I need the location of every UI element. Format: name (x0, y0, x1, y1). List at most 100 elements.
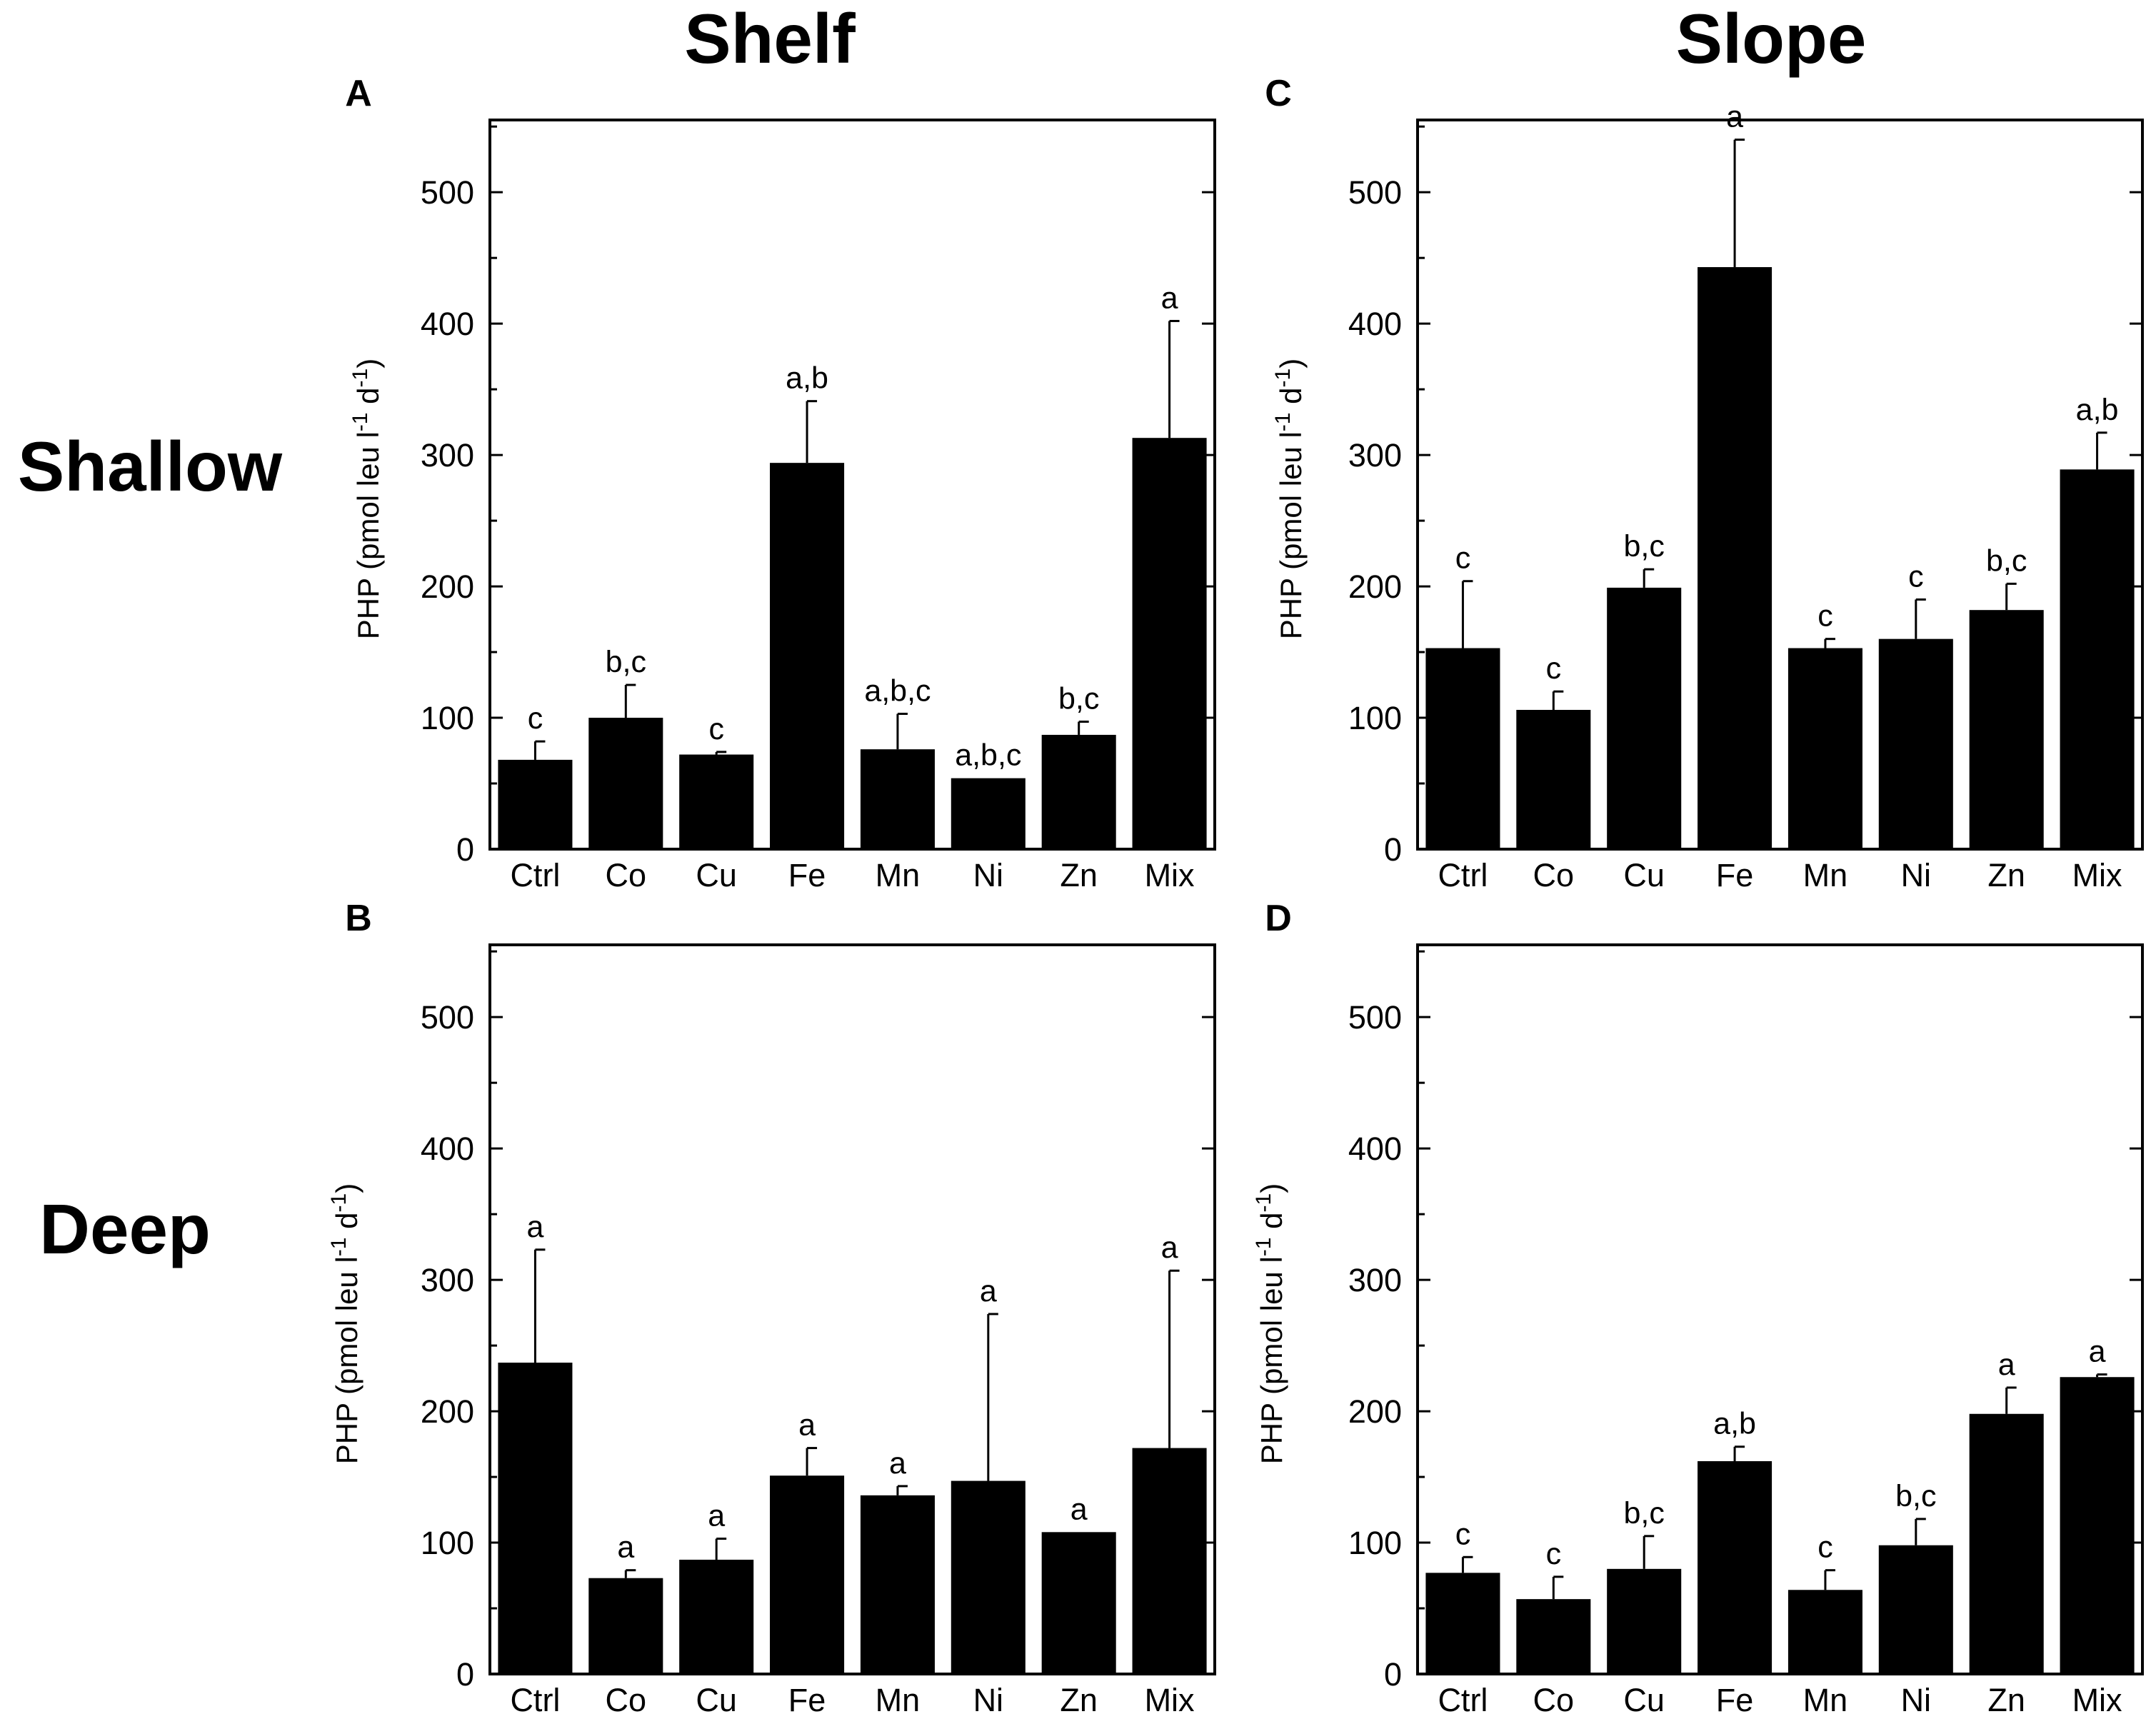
y-tick-label: 400 (1348, 306, 1402, 342)
panel-letter: C (1265, 73, 1292, 114)
x-tick-label: Ni (973, 857, 1004, 893)
significance-label: c (528, 701, 543, 736)
significance-label: a (617, 1530, 634, 1565)
column-title-slope: Slope (1676, 0, 1867, 78)
y-tick-label: 200 (1348, 1393, 1402, 1430)
significance-label: a (1161, 281, 1178, 315)
panel-letter: B (345, 898, 372, 939)
x-tick-label: Zn (1060, 857, 1098, 893)
y-tick-label: 500 (1348, 999, 1402, 1036)
panel-letter: D (1265, 898, 1292, 939)
bar-zn (1042, 735, 1116, 849)
significance-label: b,c (1624, 529, 1665, 563)
significance-label: b,c (1058, 682, 1099, 716)
x-tick-label: Mn (1803, 857, 1848, 893)
significance-label: a (1998, 1348, 2015, 1382)
x-tick-label: Mix (2072, 1682, 2122, 1718)
x-tick-label: Co (606, 857, 647, 893)
x-tick-label: Zn (1987, 857, 2025, 893)
x-tick-label: Ni (1901, 857, 1932, 893)
x-tick-label: Cu (696, 857, 737, 893)
significance-label: a,b,c (955, 738, 1021, 773)
significance-label: b,c (1624, 1496, 1665, 1530)
x-tick-label: Fe (788, 1682, 826, 1718)
bar-cu (1607, 1569, 1681, 1674)
x-tick-label: Mn (1803, 1682, 1848, 1718)
bar-mn (861, 749, 935, 849)
significance-label: a (1161, 1231, 1178, 1265)
y-tick-label: 100 (421, 700, 474, 736)
bar-co (1516, 710, 1590, 849)
y-tick-label: 0 (456, 1656, 474, 1693)
y-tick-label: 300 (1348, 1262, 1402, 1298)
significance-label: c (1817, 1530, 1833, 1565)
bar-ni (1879, 639, 1953, 849)
significance-label: a (980, 1274, 997, 1308)
significance-label: a (1726, 100, 1743, 134)
bar-ctrl (1425, 648, 1500, 849)
significance-label: c (1455, 541, 1471, 576)
y-tick-label: 200 (1348, 568, 1402, 605)
bar-co (588, 1578, 663, 1674)
bar-mix (2060, 1377, 2135, 1674)
x-tick-label: Ctrl (1438, 857, 1488, 893)
bar-ctrl (1425, 1573, 1500, 1674)
significance-label: c (1546, 651, 1562, 686)
significance-label: c (1546, 1537, 1562, 1571)
bar-mn (1788, 648, 1862, 849)
bar-ni (951, 1481, 1026, 1674)
significance-label: c (1908, 559, 1924, 593)
x-tick-label: Mn (876, 1682, 921, 1718)
x-tick-label: Ctrl (510, 1682, 560, 1718)
y-tick-label: 200 (421, 1393, 474, 1430)
significance-label: a,b (2076, 393, 2119, 427)
y-tick-label: 0 (1384, 831, 1402, 868)
x-tick-label: Cu (1623, 857, 1665, 893)
significance-label: a,b,c (864, 674, 931, 708)
y-tick-label: 300 (421, 437, 474, 473)
y-tick-label: 0 (1384, 1656, 1402, 1693)
bar-mn (1788, 1590, 1862, 1674)
bar-fe (1698, 1461, 1772, 1674)
significance-label: b,c (1895, 1479, 1936, 1513)
x-tick-label: Co (1533, 857, 1575, 893)
bar-fe (1698, 267, 1772, 849)
bar-cu (679, 1560, 753, 1674)
x-tick-label: Mn (876, 857, 921, 893)
bar-fe (770, 463, 844, 849)
chart-panel-c: C 0 100 200 300 400 500 PHP (pmol leu l-1 d-1) c… (1265, 73, 2142, 893)
bar-mix (1133, 438, 1207, 849)
significance-label: a (889, 1446, 906, 1480)
chart-panels: A 0 100 200 300 400 500 PHP (pmol leu l-1 d-1) c… (327, 73, 2142, 1718)
significance-label: b,c (606, 645, 646, 679)
row-title-deep: Deep (39, 1190, 211, 1268)
bar-ctrl (498, 1363, 572, 1674)
y-tick-label: 500 (1348, 174, 1402, 211)
y-axis-label: PHP (pmol leu l-1 d-1) (1252, 1183, 1288, 1464)
bar-co (588, 718, 663, 849)
significance-label: a,b (1713, 1407, 1756, 1441)
y-tick-label: 100 (1348, 1525, 1402, 1561)
significance-label: b,c (1986, 543, 2027, 578)
chart-panel-b: B 0 100 200 300 400 500 PHP (pmol leu l-1 d-1) a… (327, 898, 1215, 1718)
bar-zn (1970, 1414, 2044, 1674)
bar-fe (770, 1475, 844, 1674)
y-axis-label: PHP (pmol leu l-1 d-1) (327, 1183, 363, 1464)
bar-cu (1607, 588, 1681, 849)
x-tick-label: Fe (788, 857, 826, 893)
bar-ni (1879, 1545, 1953, 1674)
significance-label: a (1071, 1492, 1088, 1526)
x-tick-label: Co (1533, 1682, 1575, 1718)
x-tick-label: Zn (1987, 1682, 2025, 1718)
x-tick-label: Co (606, 1682, 647, 1718)
x-tick-label: Ni (973, 1682, 1004, 1718)
chart-panel-d: D 0 100 200 300 400 500 PHP (pmol leu l-1 d-1) c… (1252, 898, 2142, 1718)
y-tick-label: 400 (1348, 1131, 1402, 1167)
x-tick-label: Ctrl (1438, 1682, 1488, 1718)
bar-ctrl (498, 760, 572, 849)
significance-label: a,b (786, 361, 828, 396)
bar-zn (1970, 610, 2044, 849)
y-axis-label: PHP (pmol leu l-1 d-1) (1271, 359, 1308, 639)
significance-label: c (1455, 1517, 1471, 1551)
bar-co (1516, 1599, 1590, 1674)
